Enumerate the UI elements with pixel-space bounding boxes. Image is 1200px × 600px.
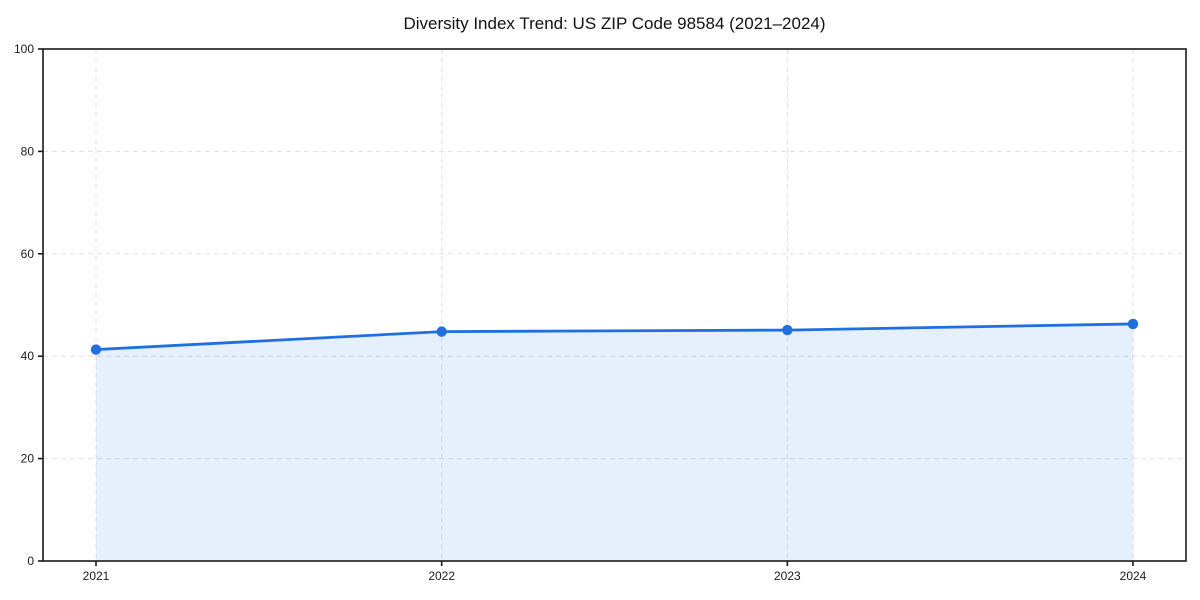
x-axis-labels: 2021 2022 2023 2024 xyxy=(83,569,1147,583)
data-points xyxy=(90,318,1139,355)
data-point-2021 xyxy=(90,344,102,355)
area-fill xyxy=(96,323,1133,561)
y-tick-label: 60 xyxy=(21,247,35,261)
y-tick-label: 100 xyxy=(14,42,34,56)
chart-title: Diversity Index Trend: US ZIP Code 98584… xyxy=(403,14,826,33)
x-tick-label: 2023 xyxy=(774,569,801,583)
x-tick-label: 2022 xyxy=(428,569,455,583)
axis-ticks xyxy=(38,48,1134,566)
y-tick-label: 0 xyxy=(27,554,34,568)
plot-border xyxy=(42,48,1187,562)
x-tick-label: 2024 xyxy=(1120,569,1147,583)
data-point-2024 xyxy=(1127,318,1139,330)
data-point-2023 xyxy=(782,324,793,336)
x-tick-label: 2021 xyxy=(83,569,110,583)
y-tick-label: 40 xyxy=(21,349,35,363)
y-tick-label: 20 xyxy=(21,452,35,466)
y-tick-label: 80 xyxy=(21,144,35,158)
trend-line xyxy=(94,322,1135,351)
data-point-2022 xyxy=(436,326,447,337)
gridlines xyxy=(43,49,1186,561)
y-axis-labels: 0 20 40 60 80 100 xyxy=(14,42,34,568)
